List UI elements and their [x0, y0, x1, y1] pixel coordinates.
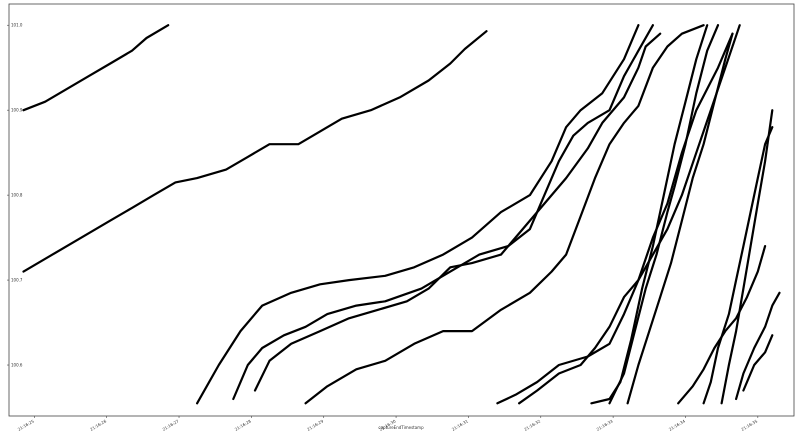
- series-line-14: [720, 109, 774, 405]
- y-tick-label: 100.6: [11, 363, 23, 368]
- series-line-3: [196, 24, 640, 405]
- x-tick-label: 21:16:34: [668, 418, 686, 432]
- series-line-12: [677, 245, 767, 405]
- y-tick-label: 100.7: [11, 278, 23, 283]
- series-line-8: [518, 32, 734, 405]
- plot-frame: [8, 3, 795, 417]
- x-tick-label: 21:16:35: [740, 418, 758, 432]
- x-axis-title: captureEndTimestamp: [378, 425, 424, 430]
- x-tick-label: 21:16:27: [161, 418, 179, 432]
- series-line-1: [22, 24, 170, 112]
- series-line-5: [253, 32, 662, 392]
- y-tick-label: 100.9: [11, 108, 23, 113]
- series-line-10: [608, 24, 720, 405]
- x-tick-label: 21:16:33: [596, 418, 614, 432]
- series-line-13: [702, 126, 774, 405]
- series-layer: [22, 24, 781, 405]
- series-line-2: [22, 30, 488, 273]
- y-tick-label: 100.8: [11, 193, 23, 198]
- series-line-11: [626, 32, 734, 405]
- series-line-16: [742, 334, 774, 392]
- x-tick-label: 21:16:26: [89, 418, 107, 432]
- x-tick-label: 21:16:25: [17, 418, 35, 432]
- y-tick-label: 101.0: [11, 23, 23, 28]
- x-tick-label: 21:16:31: [451, 418, 469, 432]
- series-line-7: [496, 24, 741, 405]
- series-line-6: [304, 24, 705, 405]
- x-tick-label: 21:16:28: [234, 418, 252, 432]
- series-line-4: [232, 24, 654, 401]
- x-tick-label: 21:16:29: [306, 418, 324, 432]
- y-axis-ticks: 100.6 100.7 100.8 100.9 101.0: [7, 23, 23, 368]
- x-tick-label: 21:16:32: [523, 418, 541, 432]
- series-line-15: [735, 291, 781, 401]
